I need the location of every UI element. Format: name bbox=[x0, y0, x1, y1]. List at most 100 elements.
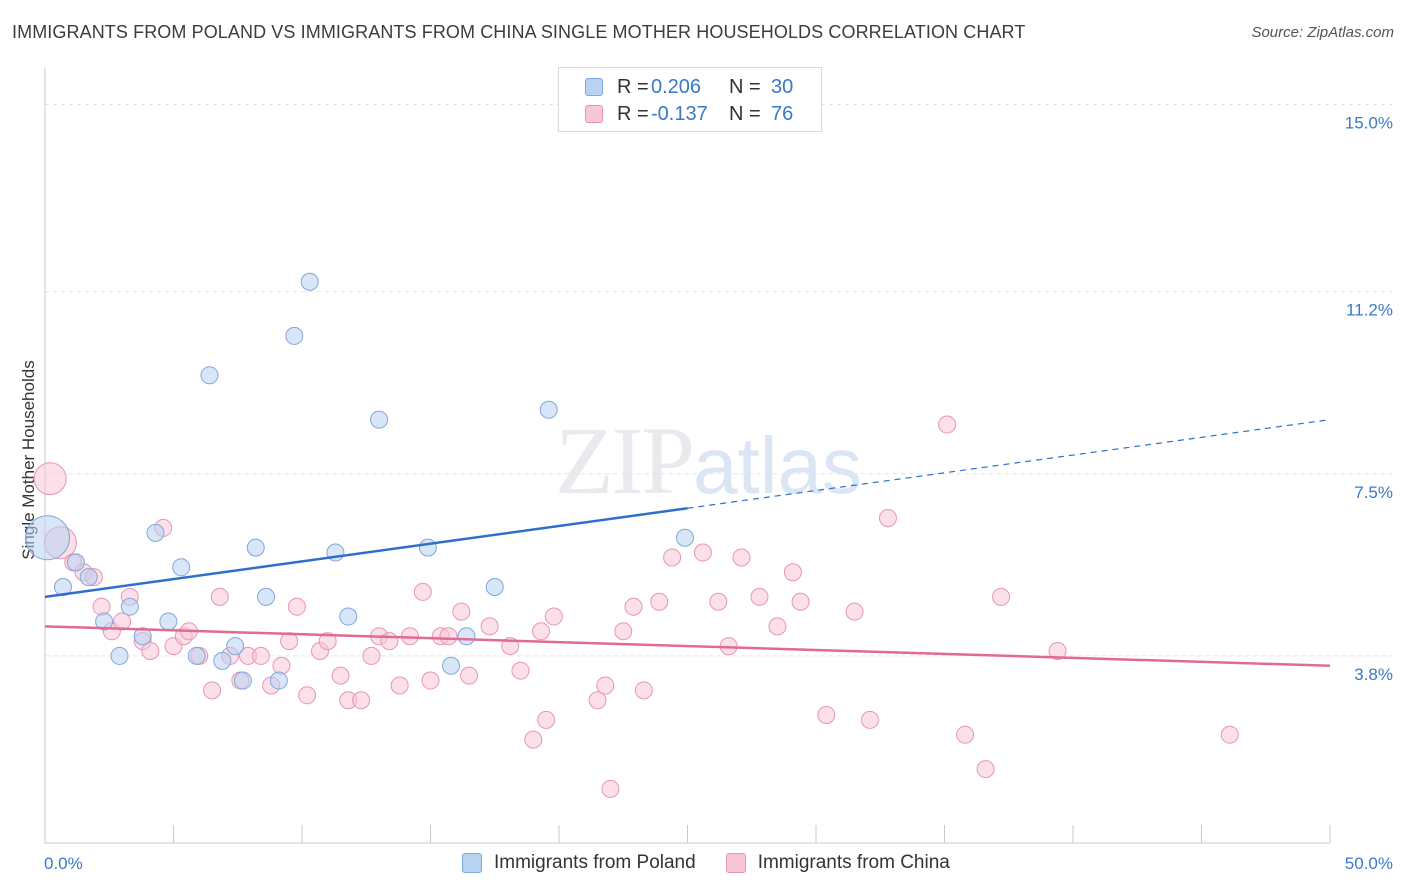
china-point bbox=[732, 548, 751, 567]
china-point bbox=[390, 676, 409, 695]
china-point bbox=[460, 666, 479, 685]
legend-r-label-china: R = bbox=[617, 102, 649, 125]
china-point bbox=[878, 509, 897, 528]
china-point bbox=[791, 592, 810, 611]
poland-point bbox=[159, 612, 178, 631]
china-point bbox=[663, 548, 682, 567]
china-point bbox=[817, 706, 836, 724]
china-point bbox=[634, 681, 653, 700]
china-point bbox=[532, 622, 551, 641]
china-point bbox=[596, 676, 615, 695]
series-swatch-poland bbox=[462, 853, 482, 873]
watermark-zip: ZIP bbox=[555, 407, 695, 514]
china-point bbox=[845, 602, 864, 621]
poland-point bbox=[418, 538, 437, 557]
poland-point bbox=[485, 578, 504, 596]
china-point bbox=[33, 462, 67, 496]
china-point bbox=[693, 543, 712, 562]
poland-point bbox=[187, 646, 206, 665]
watermark-atlas: atlas bbox=[693, 421, 862, 510]
china-point bbox=[298, 686, 317, 705]
china-point bbox=[524, 730, 543, 749]
china-point bbox=[318, 632, 337, 651]
legend-r-value-poland: 0.206 bbox=[651, 75, 702, 98]
poland-trend-line bbox=[44, 506, 688, 599]
china-point bbox=[92, 597, 111, 616]
china-point bbox=[992, 587, 1011, 606]
china-point bbox=[210, 587, 229, 606]
poland-point bbox=[257, 587, 276, 606]
correlation-legend: R = 0.206 N = 30 R = -0.137 N = 76 bbox=[558, 67, 822, 132]
china-point bbox=[413, 582, 432, 601]
legend-swatch-china bbox=[585, 105, 603, 123]
china-point bbox=[421, 671, 440, 690]
legend-n-label-poland: N = bbox=[729, 75, 761, 98]
china-point bbox=[452, 602, 471, 621]
china-point bbox=[141, 642, 160, 660]
poland-point bbox=[269, 671, 288, 690]
poland-point bbox=[539, 400, 558, 419]
china-point bbox=[287, 597, 306, 616]
poland-point bbox=[246, 538, 265, 557]
legend-row-china: R = -0.137 N = 76 bbox=[585, 102, 793, 126]
china-point bbox=[614, 622, 633, 641]
poland-point bbox=[25, 515, 71, 561]
china-point bbox=[768, 617, 787, 636]
china-point bbox=[750, 587, 769, 606]
poland-point bbox=[457, 627, 476, 646]
china-point bbox=[537, 710, 556, 729]
china-point bbox=[650, 592, 669, 611]
source-label: Source: ZipAtlas.com bbox=[1251, 24, 1394, 41]
poland-point bbox=[442, 656, 461, 675]
china-point bbox=[511, 661, 530, 680]
china-point bbox=[783, 563, 802, 582]
legend-row-poland: R = 0.206 N = 30 bbox=[585, 75, 793, 99]
poland-point bbox=[339, 607, 358, 626]
legend-n-value-poland: 30 bbox=[771, 75, 794, 98]
poland-point bbox=[95, 612, 114, 631]
china-point bbox=[380, 632, 399, 651]
china-point bbox=[601, 779, 620, 798]
poland-point bbox=[226, 637, 245, 656]
china-point bbox=[1220, 725, 1239, 744]
y-tick-label: 7.5% bbox=[1354, 483, 1393, 502]
poland-point bbox=[300, 272, 319, 291]
poland-point bbox=[172, 558, 191, 577]
poland-point bbox=[213, 651, 232, 670]
china-point bbox=[624, 597, 643, 616]
series-legend-china: Immigrants from China bbox=[725, 852, 950, 874]
legend-swatch-poland bbox=[585, 78, 603, 96]
china-point bbox=[1048, 642, 1067, 660]
poland-point bbox=[133, 627, 152, 646]
poland-point bbox=[79, 568, 98, 587]
legend-n-value-china: 76 bbox=[771, 102, 794, 125]
china-point bbox=[976, 760, 995, 779]
china-point bbox=[362, 646, 381, 665]
china-point bbox=[480, 617, 499, 636]
poland-point bbox=[675, 528, 694, 547]
y-tick-label: 11.2% bbox=[1346, 301, 1393, 320]
series-label-poland: Immigrants from Poland bbox=[494, 852, 696, 873]
legend-r-label-poland: R = bbox=[617, 75, 649, 98]
china-point bbox=[272, 656, 291, 675]
poland-point bbox=[233, 671, 252, 690]
chart-title: IMMIGRANTS FROM POLAND VS IMMIGRANTS FRO… bbox=[12, 22, 1026, 42]
china-point bbox=[938, 415, 957, 434]
poland-trend-extension bbox=[687, 419, 1331, 509]
china-point bbox=[709, 592, 728, 611]
china-trend-line bbox=[44, 625, 1331, 668]
china-point bbox=[544, 607, 563, 626]
china-point bbox=[352, 691, 371, 710]
china-point bbox=[956, 725, 975, 744]
legend-n-label-china: N = bbox=[729, 102, 761, 125]
china-point bbox=[251, 646, 270, 665]
series-swatch-china bbox=[725, 853, 746, 873]
legend-r-value-china: -0.137 bbox=[651, 102, 708, 125]
poland-point bbox=[66, 553, 85, 572]
poland-point bbox=[120, 597, 139, 616]
poland-point bbox=[370, 410, 389, 429]
y-tick-label: 3.8% bbox=[1354, 665, 1393, 684]
poland-point bbox=[110, 646, 129, 665]
poland-point bbox=[200, 366, 219, 385]
